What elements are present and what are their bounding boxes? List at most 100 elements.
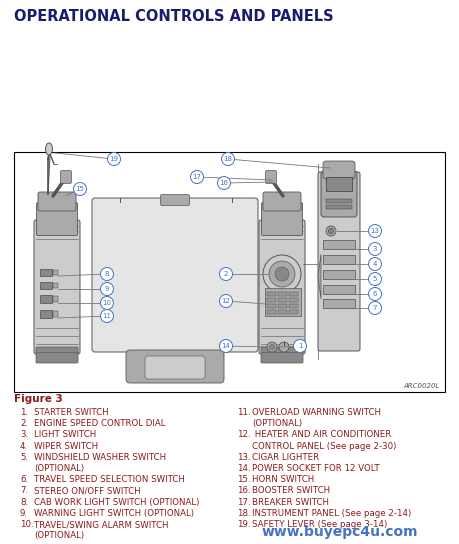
Circle shape — [329, 228, 334, 233]
Circle shape — [369, 225, 381, 238]
Circle shape — [190, 170, 203, 183]
Text: 9.: 9. — [20, 509, 28, 518]
Text: 2: 2 — [224, 271, 228, 277]
Text: POWER SOCKET FOR 12 VOLT: POWER SOCKET FOR 12 VOLT — [252, 464, 380, 473]
Bar — [326, 199, 352, 203]
Text: 4.: 4. — [20, 442, 28, 450]
Text: 2.: 2. — [20, 419, 28, 428]
Polygon shape — [318, 254, 321, 299]
Text: ENGINE SPEED CONTROL DIAL: ENGINE SPEED CONTROL DIAL — [34, 419, 166, 428]
Circle shape — [269, 261, 295, 287]
Circle shape — [101, 296, 113, 310]
Text: 11: 11 — [102, 313, 112, 319]
Text: BREAKER SWITCH: BREAKER SWITCH — [252, 498, 329, 506]
Bar — [323, 255, 355, 264]
Text: WINDSHIELD WASHER SWITCH: WINDSHIELD WASHER SWITCH — [34, 453, 166, 462]
Bar — [53, 296, 58, 302]
Circle shape — [293, 339, 307, 353]
Circle shape — [107, 152, 121, 165]
Text: (OPTIONAL): (OPTIONAL) — [34, 531, 84, 540]
Circle shape — [101, 310, 113, 323]
FancyBboxPatch shape — [259, 220, 305, 354]
FancyBboxPatch shape — [265, 170, 276, 183]
Text: 3: 3 — [373, 246, 377, 252]
Circle shape — [279, 342, 289, 352]
Bar — [53, 283, 58, 288]
Text: 16: 16 — [219, 180, 229, 186]
Bar — [289, 298, 298, 302]
Text: 8.: 8. — [20, 498, 28, 506]
Text: OVERLOAD WARNING SWITCH: OVERLOAD WARNING SWITCH — [252, 408, 381, 417]
Text: BOOSTER SWITCH: BOOSTER SWITCH — [252, 486, 330, 496]
Text: 8: 8 — [105, 271, 109, 277]
Bar — [14, 152, 445, 392]
FancyBboxPatch shape — [37, 202, 78, 236]
Text: INSTRUMENT PANEL (See page 2-14): INSTRUMENT PANEL (See page 2-14) — [252, 509, 411, 518]
Text: TRAVEL/SWING ALARM SWITCH: TRAVEL/SWING ALARM SWITCH — [34, 520, 168, 529]
FancyBboxPatch shape — [145, 356, 205, 379]
Bar — [40, 269, 52, 276]
Text: 6.: 6. — [20, 475, 28, 484]
Bar — [267, 298, 276, 302]
Text: WARNING LIGHT SWITCH (OPTIONAL): WARNING LIGHT SWITCH (OPTIONAL) — [34, 509, 194, 518]
Text: 17: 17 — [192, 174, 202, 180]
Bar — [323, 240, 355, 249]
Bar — [40, 282, 52, 289]
Text: 7: 7 — [373, 305, 377, 311]
FancyBboxPatch shape — [323, 161, 355, 179]
FancyBboxPatch shape — [161, 195, 190, 206]
Bar — [289, 304, 298, 308]
Text: 7.: 7. — [20, 486, 28, 496]
Bar — [323, 285, 355, 294]
Text: 9: 9 — [105, 286, 109, 292]
Text: STARTER SWITCH: STARTER SWITCH — [34, 408, 109, 417]
Text: 15: 15 — [76, 186, 84, 192]
Text: 1: 1 — [298, 343, 302, 349]
Text: 13.: 13. — [237, 453, 251, 462]
FancyBboxPatch shape — [261, 347, 303, 363]
Circle shape — [101, 282, 113, 295]
Text: 19: 19 — [110, 156, 118, 162]
Circle shape — [101, 268, 113, 281]
Circle shape — [369, 257, 381, 270]
Text: 10: 10 — [102, 300, 112, 306]
FancyBboxPatch shape — [126, 350, 224, 383]
FancyBboxPatch shape — [92, 198, 258, 352]
FancyBboxPatch shape — [318, 172, 360, 351]
Bar — [267, 310, 276, 314]
Circle shape — [369, 273, 381, 286]
Circle shape — [267, 342, 277, 352]
Circle shape — [263, 255, 301, 293]
FancyBboxPatch shape — [263, 192, 301, 211]
Bar — [40, 295, 52, 303]
Text: HEATER AND AIR CONDITIONER: HEATER AND AIR CONDITIONER — [252, 430, 391, 440]
Text: 13: 13 — [370, 228, 380, 234]
Text: CIGAR LIGHTER: CIGAR LIGHTER — [252, 453, 319, 462]
Bar — [267, 304, 276, 308]
Circle shape — [219, 294, 233, 307]
Text: 17.: 17. — [237, 498, 251, 506]
FancyBboxPatch shape — [36, 347, 78, 363]
Text: 18.: 18. — [237, 509, 251, 518]
Bar — [326, 205, 352, 209]
Bar — [289, 310, 298, 314]
Bar — [278, 304, 287, 308]
Bar — [323, 270, 355, 279]
Bar — [53, 270, 58, 275]
Text: 5.: 5. — [20, 453, 28, 462]
Text: SAFETY LEVER (See page 3-14): SAFETY LEVER (See page 3-14) — [252, 520, 387, 529]
FancyBboxPatch shape — [34, 220, 80, 354]
Circle shape — [219, 268, 233, 281]
Bar — [289, 292, 298, 296]
Circle shape — [218, 176, 230, 189]
Text: www.buyepc4u.com: www.buyepc4u.com — [262, 525, 418, 539]
Circle shape — [275, 267, 289, 281]
Text: 15.: 15. — [237, 475, 251, 484]
Text: 5: 5 — [373, 276, 377, 282]
Bar — [267, 292, 276, 296]
Text: CONTROL PANEL (See page 2-30): CONTROL PANEL (See page 2-30) — [252, 442, 397, 450]
Text: 6: 6 — [373, 291, 377, 297]
Circle shape — [369, 301, 381, 314]
Text: STEREO ON/OFF SWITCH: STEREO ON/OFF SWITCH — [34, 486, 140, 496]
FancyBboxPatch shape — [38, 192, 76, 211]
